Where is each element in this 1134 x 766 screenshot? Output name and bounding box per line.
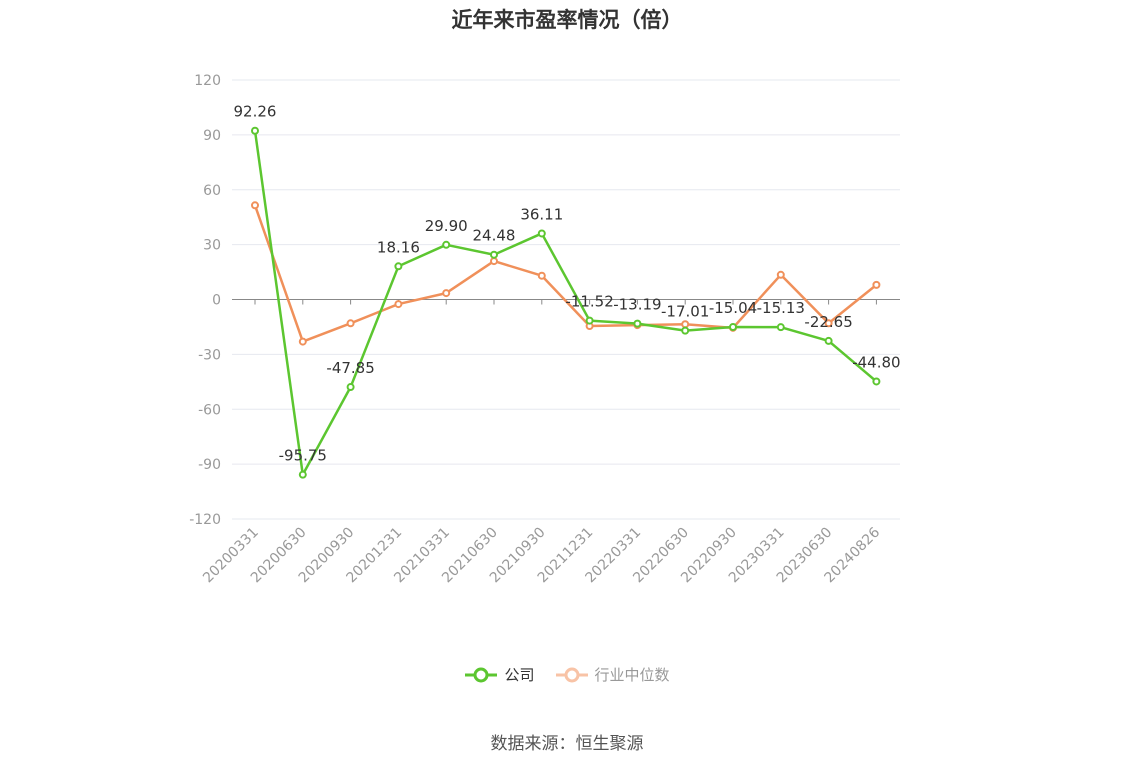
data-label-company: -15.04 [709,299,757,317]
data-point-industry-median [251,201,259,210]
legend-industry-marker-icon [555,667,588,682]
legend-item-industry-median[interactable]: 行业中位数 [555,664,670,685]
data-point-industry-median [776,270,785,279]
y-tick-label: 0 [212,293,221,309]
data-point-company [490,250,498,259]
data-point-company [633,319,642,328]
data-label-company: 36.11 [520,205,563,223]
data-point-company [681,326,690,335]
y-tick-label: 90 [203,128,221,144]
data-point-company [872,377,881,386]
data-point-industry-median [346,319,355,328]
data-point-company [394,262,403,271]
axis-layer: 1209060300-30-60-90-12020200331202006302… [189,73,883,586]
data-label-company: 92.26 [234,103,277,121]
data-label-company: -47.85 [326,359,374,377]
legend: 公司 行业中位数 [0,664,1134,685]
y-tick-label: -30 [198,347,221,363]
data-label-company: -15.13 [757,299,805,317]
data-point-company [824,336,833,345]
data-label-company: -13.19 [613,296,661,314]
data-label-company: 24.48 [473,227,516,245]
data-point-industry-median [394,300,403,309]
series-line-industry-median [253,204,878,343]
chart-title: 近年来市盈率情况（倍） [451,8,683,32]
y-tick-label: -90 [198,457,221,473]
data-point-company [346,383,355,392]
data-label-company: -17.01 [661,303,709,321]
data-label-company: -44.80 [852,353,900,371]
data-label-company: -11.52 [565,293,613,311]
data-point-industry-median [872,280,881,289]
data-label-company: -22.65 [804,313,852,331]
data-point-industry-median [490,257,498,266]
legend-item-company[interactable]: 公司 [464,664,535,685]
series-line-company [253,130,878,476]
data-label-company: 18.16 [377,238,420,256]
data-point-company [251,126,259,135]
y-tick-label: 30 [203,238,221,254]
data-point-company [442,240,451,249]
y-tick-label: -60 [198,402,221,418]
data-point-company [729,323,737,332]
data-point-company [585,316,594,325]
data-label-company: 29.90 [425,217,468,235]
legend-industry-label: 行业中位数 [594,666,670,684]
data-point-industry-median [824,319,833,328]
y-tick-label: 120 [194,73,221,89]
data-point-company [537,229,546,238]
y-tick-label: -120 [189,512,221,528]
data-label-company: -95.75 [279,447,327,465]
data-point-industry-median [298,337,307,346]
data-point-industry-median [442,289,451,298]
data-point-company [776,323,785,332]
series-layer [251,126,881,479]
grid-layer [232,79,900,520]
legend-company-marker-icon [465,667,498,682]
y-tick-label: 60 [203,183,221,199]
legend-company-label: 公司 [504,666,535,684]
data-point-company [298,470,307,479]
source-note: 数据来源：恒生聚源 [490,734,644,754]
data-point-industry-median [537,271,546,280]
data-point-industry-median [681,320,690,329]
